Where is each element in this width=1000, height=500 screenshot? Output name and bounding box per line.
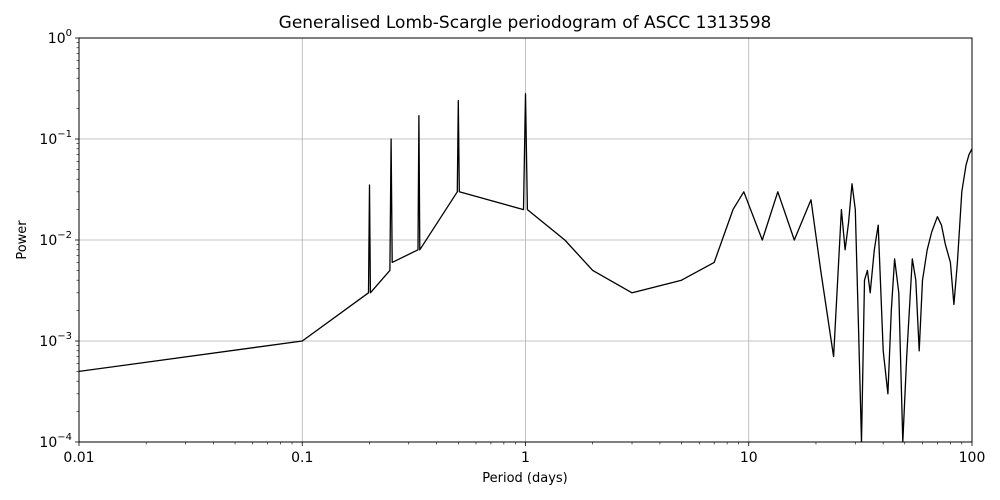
y-tick-base: 10: [39, 132, 57, 148]
y-tick-label: 100: [48, 28, 72, 47]
y-tick-exponent: −2: [57, 230, 72, 241]
y-tick-exponent: −3: [57, 331, 72, 342]
y-tick-base: 10: [48, 31, 66, 47]
y-tick-exponent: 0: [66, 28, 72, 39]
tick-marks: [75, 37, 973, 446]
x-axis-label: Period (days): [482, 471, 568, 486]
periodogram-line: [79, 93, 972, 442]
y-tick-label: 10−4: [39, 432, 72, 451]
y-tick-base: 10: [39, 233, 57, 249]
x-tick-label: 100: [959, 450, 986, 466]
y-tick-label: 10−2: [39, 230, 72, 249]
x-tick-label: 0.01: [63, 450, 94, 466]
y-axis-label: Power: [15, 220, 30, 260]
x-tick-label: 10: [740, 450, 758, 466]
x-tick-labels: 0.01 0.1 1 10 100: [63, 450, 985, 466]
y-tick-exponent: −1: [57, 129, 72, 140]
data-layer: [79, 93, 972, 442]
y-tick-base: 10: [39, 435, 57, 451]
y-tick-label: 10−3: [39, 331, 72, 350]
x-tick-label: 1: [521, 450, 530, 466]
x-tick-label: 0.1: [291, 450, 313, 466]
chart-title: Generalised Lomb-Scargle periodogram of …: [279, 13, 772, 33]
y-tick-base: 10: [39, 334, 57, 350]
y-tick-exponent: −4: [57, 432, 72, 443]
y-tick-label: 10−1: [39, 129, 72, 148]
